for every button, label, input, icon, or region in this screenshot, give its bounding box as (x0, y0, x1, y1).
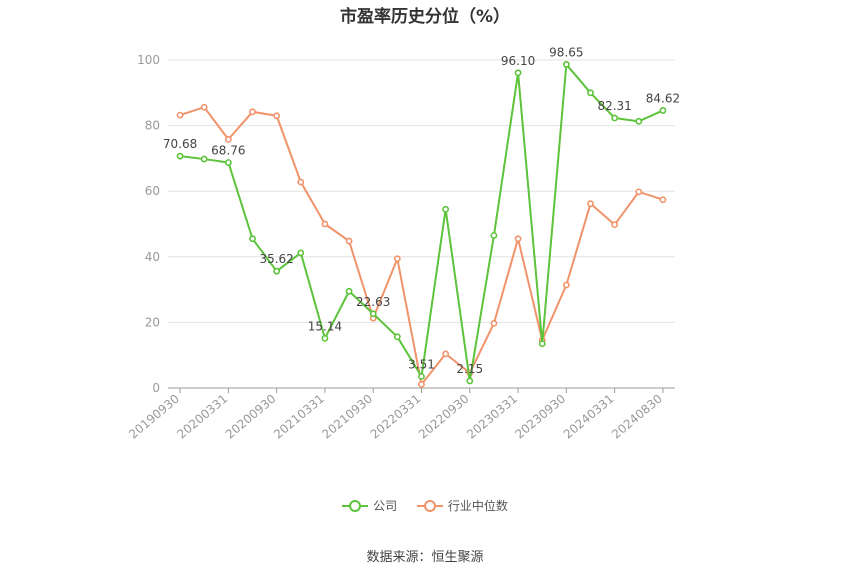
data-point-company (297, 249, 305, 257)
data-label: 96.10 (501, 54, 535, 68)
data-point-company (562, 61, 570, 68)
axes: 0204060801002019093020200331202009302021… (126, 53, 675, 442)
data-point-company (442, 205, 450, 213)
legend: 公司 行业中位数 (0, 497, 850, 515)
data-label: 35.62 (259, 252, 293, 266)
data-point-company (249, 235, 256, 243)
legend-marker-industry-median (416, 499, 443, 512)
y-tick-label: 60 (145, 184, 160, 198)
data-point-industry-median (321, 220, 329, 228)
x-tick-label: 20230930 (512, 392, 568, 442)
data-source: 数据来源：恒生聚源 (366, 550, 484, 565)
data-point-company (466, 377, 474, 385)
data-point-industry-median (611, 221, 619, 229)
data-point-company (345, 287, 353, 295)
x-tick-label: 20220930 (416, 392, 472, 442)
data-point-company (321, 334, 329, 342)
y-tick-label: 100 (137, 53, 160, 67)
data-labels: 70.68 68.76 35.62 15.14 22.63 3.51 2.15 96.10 98… (163, 45, 680, 376)
data-point-company (200, 155, 208, 163)
data-point-industry-median (273, 112, 281, 120)
x-tick-label: 20230331 (464, 392, 520, 442)
y-tick-label: 0 (152, 381, 160, 395)
data-point-industry-median (249, 108, 256, 116)
series-line-industry-median (179, 106, 664, 386)
data-point-company (224, 159, 232, 166)
data-point-industry-median (200, 103, 208, 111)
y-tick-label: 80 (145, 119, 160, 133)
x-tick-label: 20210930 (319, 392, 375, 442)
data-point-industry-median (562, 281, 570, 289)
x-tick-label: 20240331 (561, 392, 617, 442)
legend-marker-company (342, 499, 369, 512)
data-label: 68.76 (211, 143, 245, 157)
data-point-company (490, 232, 498, 239)
data-point-company (611, 114, 619, 122)
x-tick-label: 20200331 (174, 392, 230, 442)
data-point-industry-median (345, 237, 353, 245)
data-point-company (587, 89, 594, 97)
data-point-industry-median (587, 200, 594, 208)
series-lines (176, 61, 667, 388)
legend-item-industry-median[interactable]: 行业中位数 (416, 497, 508, 514)
data-label: 84.62 (646, 91, 680, 105)
data-label: 15.14 (308, 319, 342, 333)
data-label: 2.15 (456, 362, 483, 376)
data-point-industry-median (418, 380, 425, 388)
data-point-company (273, 267, 281, 275)
x-tick-label: 20210331 (271, 392, 327, 442)
data-point-company (393, 333, 401, 341)
x-tick-label: 20220331 (368, 392, 424, 442)
data-point-industry-median (442, 350, 450, 358)
x-tick-label: 20240830 (609, 392, 665, 442)
x-tick-label: 20200930 (223, 392, 279, 442)
data-label: 22.63 (356, 295, 390, 309)
y-tick-label: 40 (145, 250, 160, 264)
data-point-company (176, 152, 184, 160)
data-label: 82.31 (597, 99, 631, 113)
legend-label-company: 公司 (373, 499, 398, 513)
data-label: 70.68 (163, 137, 197, 151)
data-point-company (418, 373, 425, 380)
grid-lines (168, 59, 675, 323)
data-label: 98.65 (549, 45, 583, 59)
data-point-company (635, 117, 643, 125)
data-label: 3.51 (408, 357, 435, 371)
data-point-industry-median (297, 178, 305, 186)
legend-item-company[interactable]: 公司 (342, 497, 397, 514)
data-point-company (538, 340, 546, 348)
data-point-industry-median (393, 255, 401, 263)
data-point-company (659, 107, 667, 114)
data-point-company (514, 69, 522, 77)
data-point-company (369, 310, 377, 318)
legend-label-industry-median: 行业中位数 (447, 499, 508, 513)
y-tick-label: 20 (145, 315, 160, 329)
data-point-industry-median (490, 319, 498, 327)
data-point-industry-median (659, 196, 667, 204)
chart-title: 市盈率历史分位（%） (339, 7, 511, 27)
data-point-industry-median (514, 235, 522, 243)
data-point-industry-median (635, 188, 643, 196)
x-tick-label: 20190930 (126, 392, 182, 442)
data-point-industry-median (224, 135, 232, 143)
data-point-industry-median (176, 111, 184, 119)
